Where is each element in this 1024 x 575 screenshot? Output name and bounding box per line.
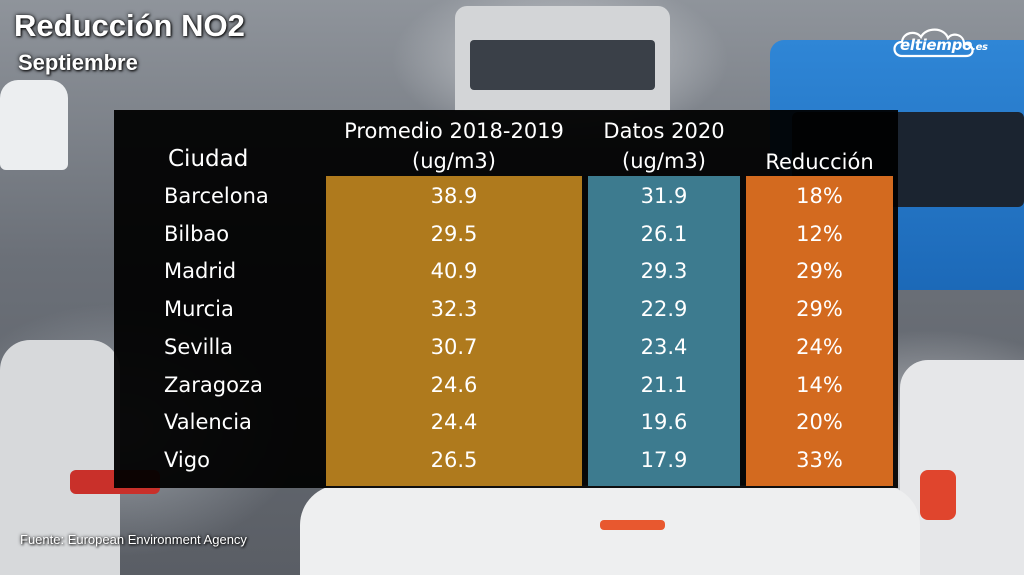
city-cell: Valencia [164,410,252,435]
avg-2018-2019-cell: 24.4 [430,410,478,435]
reduction-cell: 20% [796,410,843,435]
data-2020-cell: 29.3 [640,259,688,284]
avg-2018-2019-cell: 29.5 [430,221,478,246]
data-2020-cell: 21.1 [640,372,688,397]
avg-2018-2019-cell: 38.9 [430,184,478,208]
brand-logo-text: eltiempo.es [900,36,988,54]
table-row: Madrid 40.9 29.3 29% [0,252,1024,290]
brand-name: eltiempo [900,36,973,54]
data-2020-cell: 26.1 [640,221,688,246]
background-tail-light [600,520,665,530]
background-car-right [900,360,1024,575]
background-car-bottom [300,485,920,575]
data-2020-cell: 17.9 [640,447,688,472]
city-cell: Madrid [164,259,237,284]
reduction-cell: 29% [796,259,843,284]
column-band-reduccion [746,176,893,486]
background-car-left [0,340,120,575]
reduction-cell: 24% [796,334,843,359]
column-band-2018-2019 [326,176,582,486]
column-header-datos-line1: Datos 2020 [603,119,725,143]
avg-2018-2019-cell: 32.3 [430,297,478,322]
data-2020-cell: 31.9 [640,184,688,208]
background-van-window [470,40,655,90]
city-cell: Murcia [164,297,234,322]
table-row: Vigo 26.5 17.9 33% [0,441,1024,479]
table-row: Barcelona 38.9 31.9 18% [0,177,1024,215]
data-2020-cell: 19.6 [640,410,688,435]
city-cell: Zaragoza [164,372,263,397]
column-header-promedio-line2: (ug/m3) [412,149,496,173]
data-2020-cell: 22.9 [640,297,688,322]
column-header-ciudad: Ciudad [168,146,249,172]
avg-2018-2019-cell: 40.9 [430,259,478,284]
city-cell: Vigo [164,447,210,472]
avg-2018-2019-cell: 24.6 [430,372,478,397]
reduction-cell: 29% [796,297,843,322]
table-row: Murcia 32.3 22.9 29% [0,290,1024,328]
chart-title: Reducción NO2 [14,8,245,43]
reduction-cell: 18% [796,184,843,208]
column-header-promedio-line1: Promedio 2018-2019 [344,119,564,143]
table-row: Zaragoza 24.6 21.1 14% [0,366,1024,404]
source-note: Fuente: European Environment Agency [20,532,247,547]
column-band-2020 [588,176,740,486]
reduction-cell: 14% [796,372,843,397]
background-tail-light [920,470,956,520]
brand-suffix: .es [972,42,988,53]
reduction-cell: 12% [796,221,843,246]
table-row: Sevilla 30.7 23.4 24% [0,328,1024,366]
column-header-promedio-2018-2019: Promedio 2018-2019 (ug/m3) [326,116,582,176]
city-cell: Barcelona [164,184,269,208]
eltiempo-cloud-logo-icon [893,28,974,58]
chart-subtitle: Septiembre [18,50,138,75]
city-cell: Sevilla [164,334,234,359]
reduction-cell: 33% [796,447,843,472]
table-row: Valencia 24.4 19.6 20% [0,403,1024,441]
city-cell: Bilbao [164,221,230,246]
column-header-reduccion: Reducción [765,150,874,174]
background-car-top-left [0,80,68,170]
column-header-datos-line2: (ug/m3) [622,149,706,173]
table-row: Bilbao 29.5 26.1 12% [0,215,1024,253]
data-2020-cell: 23.4 [640,334,688,359]
column-header-datos-2020: Datos 2020 (ug/m3) [588,116,740,176]
avg-2018-2019-cell: 30.7 [430,334,478,359]
avg-2018-2019-cell: 26.5 [430,447,478,472]
